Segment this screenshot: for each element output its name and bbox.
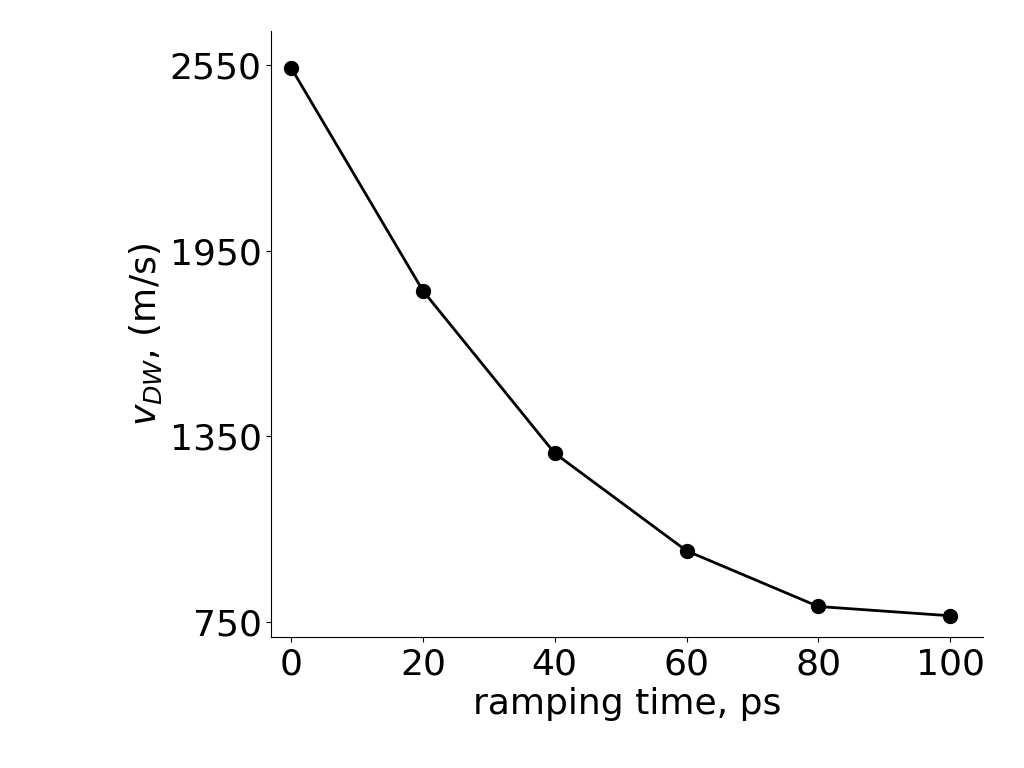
Y-axis label: $v_{DW}$, (m/s): $v_{DW}$, (m/s) — [127, 243, 164, 425]
X-axis label: ramping time, ps: ramping time, ps — [473, 687, 781, 720]
